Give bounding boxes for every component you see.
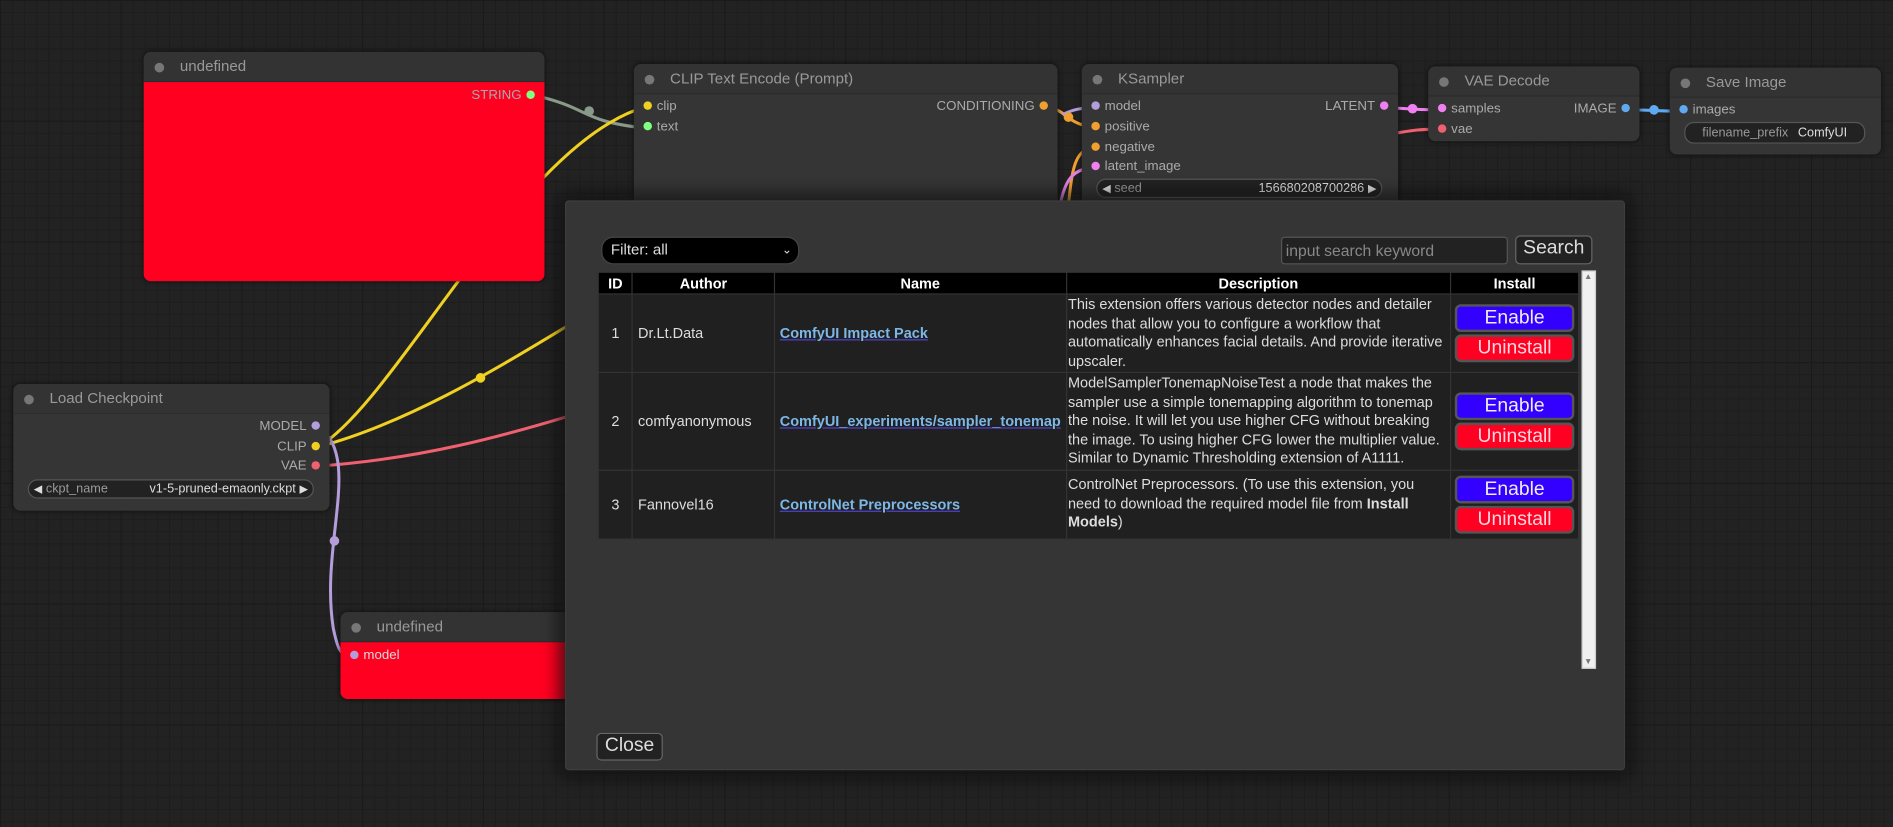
arrow-left-icon[interactable]: ◀	[1102, 182, 1111, 195]
chevron-down-icon: ⌄	[781, 243, 792, 258]
custom-nodes-manager-dialog: Filter: all ⌄ input search keyword Search…	[565, 200, 1626, 771]
socket-dot-icon	[1091, 121, 1100, 130]
input-model[interactable]: model	[1087, 98, 1141, 115]
socket-dot-icon	[311, 460, 320, 470]
node-vae-decode[interactable]: VAE Decode samples vae IMAGE	[1428, 66, 1640, 142]
enable-button[interactable]: Enable	[1454, 475, 1575, 503]
row-id: 3	[598, 470, 632, 538]
socket-dot-icon	[1437, 123, 1447, 133]
node-load-checkpoint[interactable]: Load Checkpoint MODEL CLIP VAE ◀ ckpt_nam…	[13, 383, 330, 511]
extension-name-link[interactable]: ComfyUI_experiments/sampler_tonemap	[779, 412, 1061, 430]
scrollbar[interactable]: ▲ ▼	[1581, 270, 1597, 669]
socket-dot-icon	[1679, 104, 1688, 113]
column-header-author: Author	[633, 272, 774, 294]
node-clip-text-encode[interactable]: CLIP Text Encode (Prompt) clip text COND…	[633, 63, 1058, 221]
socket-dot-icon	[643, 100, 652, 110]
column-header-id: ID	[598, 272, 632, 294]
row-author: Fannovel16	[633, 470, 774, 538]
search-button[interactable]: Search	[1515, 235, 1593, 265]
column-header-description: Description	[1066, 272, 1450, 294]
row-id: 1	[598, 294, 632, 372]
input-samples[interactable]: samples	[1433, 100, 1501, 117]
socket-dot-icon	[1091, 161, 1100, 170]
install-models-link[interactable]: Install Models	[1067, 494, 1409, 531]
node-ksampler[interactable]: KSampler model positive negative latent_…	[1081, 63, 1399, 221]
enable-button[interactable]: Enable	[1454, 392, 1575, 420]
socket-dot-icon	[1621, 103, 1630, 112]
socket-dot-icon	[1091, 100, 1100, 110]
column-header-name: Name	[774, 272, 1066, 294]
link-vae	[318, 415, 568, 468]
output-vae[interactable]: VAE	[281, 458, 325, 475]
row-description: This extension offers various detector n…	[1066, 294, 1450, 372]
node-undefined-model[interactable]: undefined model	[340, 612, 607, 700]
uninstall-button[interactable]: Uninstall	[1454, 505, 1575, 534]
node-title: Load Checkpoint	[13, 383, 330, 415]
node-title: CLIP Text Encode (Prompt)	[633, 63, 1058, 95]
node-title: undefined	[143, 51, 545, 83]
socket-dot-icon	[350, 650, 359, 659]
node-save-image[interactable]: Save Image images filename_prefix ComfyUI	[1669, 67, 1881, 155]
table-row: 2 comfyanonymous ComfyUI_experiments/sam…	[598, 373, 1578, 470]
node-undefined-string[interactable]: undefined STRING	[143, 51, 545, 282]
socket-dot-icon	[1039, 100, 1048, 110]
row-id: 2	[598, 373, 632, 470]
socket-dot-icon	[526, 90, 535, 99]
output-model[interactable]: MODEL	[259, 418, 324, 435]
extension-name-link[interactable]: ControlNet Preprocessors	[779, 495, 961, 513]
extensions-table: ID Author Name Description Install 1 Dr.…	[597, 271, 1580, 540]
column-header-install: Install	[1451, 272, 1578, 294]
input-images[interactable]: images	[1675, 101, 1735, 118]
filename-prefix-widget[interactable]: filename_prefix ComfyUI	[1684, 121, 1866, 144]
row-author: Dr.Lt.Data	[633, 294, 774, 372]
filter-select[interactable]: Filter: all ⌄	[601, 236, 800, 265]
scroll-down-icon[interactable]: ▼	[1583, 657, 1593, 667]
input-latent-image[interactable]: latent_image	[1087, 158, 1181, 175]
ckpt-name-widget[interactable]: ◀ ckpt_name v1-5-pruned-emaonly.ckpt ▶	[27, 479, 314, 499]
scroll-up-icon[interactable]: ▲	[1583, 272, 1593, 282]
socket-dot-icon	[1091, 141, 1100, 151]
node-title: KSampler	[1081, 63, 1399, 95]
node-title: undefined	[340, 612, 607, 643]
arrow-right-icon[interactable]: ▶	[299, 482, 308, 495]
table-row: 1 Dr.Lt.Data ComfyUI Impact Pack This ex…	[598, 294, 1578, 372]
output-latent[interactable]: LATENT	[1325, 98, 1393, 115]
enable-button[interactable]: Enable	[1454, 304, 1575, 333]
search-input[interactable]: input search keyword	[1280, 236, 1508, 265]
input-positive[interactable]: positive	[1087, 118, 1150, 135]
input-clip[interactable]: clip	[639, 98, 677, 115]
row-author: comfyanonymous	[633, 373, 774, 470]
close-button[interactable]: Close	[596, 732, 663, 761]
input-vae[interactable]: vae	[1433, 121, 1473, 138]
node-title: VAE Decode	[1428, 66, 1640, 97]
node-title: Save Image	[1669, 67, 1881, 98]
socket-dot-icon	[311, 441, 320, 450]
socket-dot-icon	[311, 420, 320, 430]
socket-dot-icon	[1437, 103, 1447, 112]
output-string[interactable]: STRING	[471, 87, 539, 104]
input-text[interactable]: text	[639, 118, 678, 135]
socket-dot-icon	[643, 121, 652, 130]
input-model[interactable]: model	[345, 647, 400, 664]
arrow-left-icon[interactable]: ◀	[33, 482, 43, 495]
output-image[interactable]: IMAGE	[1574, 100, 1635, 117]
table-row: 3 Fannovel16 ControlNet Preprocessors Co…	[598, 470, 1578, 538]
uninstall-button[interactable]: Uninstall	[1454, 422, 1575, 451]
arrow-right-icon[interactable]: ▶	[1367, 182, 1377, 195]
row-description: ControlNet Preprocessors. (To use this e…	[1066, 470, 1450, 538]
link-clip-2	[318, 324, 569, 449]
output-clip[interactable]: CLIP	[277, 438, 325, 455]
extension-name-link[interactable]: ComfyUI Impact Pack	[779, 324, 928, 342]
input-negative[interactable]: negative	[1087, 139, 1155, 156]
output-conditioning[interactable]: CONDITIONING	[937, 98, 1053, 115]
uninstall-button[interactable]: Uninstall	[1454, 334, 1575, 363]
row-description: ModelSamplerTonemapNoiseTest a node that…	[1066, 373, 1450, 470]
socket-dot-icon	[1379, 100, 1389, 110]
seed-widget[interactable]: ◀ seed 156680208700286 ▶	[1096, 178, 1383, 198]
